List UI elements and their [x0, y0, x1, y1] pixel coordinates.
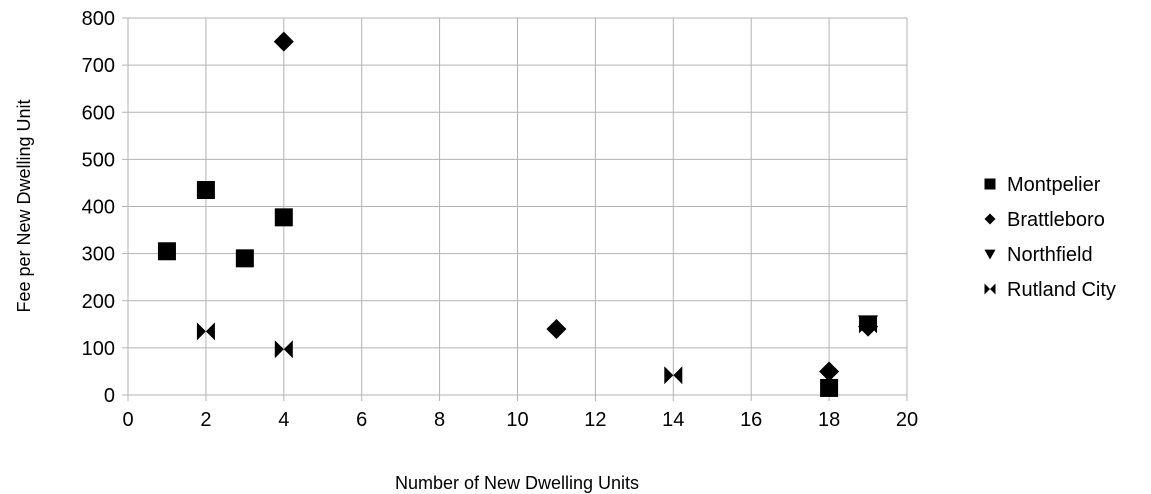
y-tick-label: 600 — [82, 102, 115, 124]
legend-item: Brattleboro — [984, 209, 1105, 231]
y-tick-label: 800 — [82, 8, 115, 30]
x-tick-label: 14 — [662, 409, 684, 431]
tick-labels: 0 2 4 6 8 10 12 14 16 18 2001002003004005006007008… — [82, 8, 919, 431]
x-tick-label: 8 — [434, 409, 445, 431]
data-point-montpelier — [820, 378, 839, 397]
legend-marker — [984, 249, 996, 260]
x-tick-label: 4 — [278, 409, 289, 431]
x-tick-label: 20 — [896, 409, 918, 431]
data-point-montpelier — [196, 181, 215, 200]
x-tick-label: 16 — [740, 409, 762, 431]
y-tick-label: 400 — [82, 197, 115, 219]
y-tick-label: 700 — [82, 55, 115, 77]
legend-item: Northfield — [984, 244, 1093, 266]
data-point-rutland-city — [196, 322, 215, 341]
data-point-rutland-city — [274, 340, 293, 359]
y-tick-label: 100 — [82, 338, 115, 360]
legend-label: Rutland City — [1007, 279, 1116, 301]
legend-label: Brattleboro — [1007, 209, 1105, 231]
y-tick-label: 0 — [104, 385, 115, 407]
x-tick-label: 18 — [818, 409, 840, 431]
data-point-brattleboro — [819, 361, 840, 382]
legend-marker — [984, 213, 996, 225]
legend-label: Montpelier — [1007, 174, 1101, 196]
data-point-montpelier — [157, 242, 176, 261]
data-point-rutland-city — [859, 315, 878, 334]
y-tick-label: 300 — [82, 244, 115, 266]
y-tick-label: 500 — [82, 149, 115, 171]
legend-marker — [984, 283, 996, 295]
data-point-brattleboro — [273, 31, 294, 52]
x-tick-label: 2 — [200, 409, 211, 431]
y-tick-label: 200 — [82, 291, 115, 313]
data-point-montpelier — [235, 249, 254, 268]
legend-item: Montpelier — [984, 174, 1101, 196]
axes — [127, 18, 907, 396]
x-tick-label: 12 — [584, 409, 606, 431]
x-tick-label: 10 — [506, 409, 528, 431]
data-points — [157, 31, 879, 397]
data-point-montpelier — [274, 208, 293, 227]
legend-item: Rutland City — [984, 279, 1116, 301]
legend-marker — [984, 178, 996, 190]
y-axis-title: Fee per New Dwelling Unit — [14, 99, 34, 312]
x-tick-label: 6 — [356, 409, 367, 431]
x-axis-title: Number of New Dwelling Units — [395, 473, 639, 493]
data-point-brattleboro — [546, 319, 567, 340]
legend: Montpelier Brattleboro Northfield Rutland C… — [984, 174, 1116, 301]
grid-lines — [122, 17, 908, 401]
x-tick-label: 0 — [122, 409, 133, 431]
data-point-rutland-city — [664, 366, 683, 385]
legend-label: Northfield — [1007, 244, 1093, 266]
